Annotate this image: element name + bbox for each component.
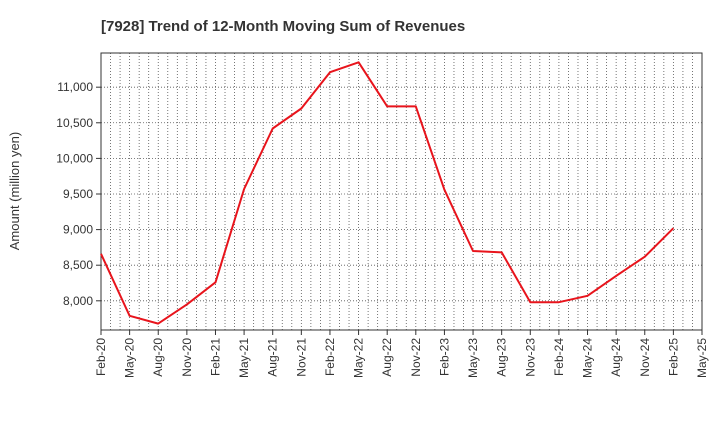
y-tick-label: 8,500	[63, 258, 93, 272]
x-tick-label: May-22	[352, 338, 366, 378]
x-axis: Feb-20 May-20 Aug-20 Nov-20 Feb-21 May-21 Aug-…	[94, 330, 709, 378]
y-tick-label: 10,500	[56, 116, 93, 130]
x-tick-label: Aug-22	[380, 338, 394, 377]
x-tick-label: Nov-24	[638, 338, 652, 377]
x-tick-label: Nov-21	[294, 338, 308, 377]
x-tick-label: May-23	[466, 338, 480, 378]
y-tick-label: 11,000	[57, 80, 93, 94]
x-tick-label: Feb-24	[552, 338, 566, 376]
x-tick-label: Feb-23	[437, 338, 451, 376]
x-tick-label: Aug-20	[151, 338, 165, 377]
y-axis: 8,000 8,500 9,000 9,500 10,000 10,500 11,000	[56, 80, 101, 308]
y-tick-label: 10,000	[56, 151, 93, 165]
x-tick-label: Aug-23	[495, 338, 509, 377]
x-tick-label: Feb-20	[94, 338, 108, 376]
x-tick-label: Feb-25	[666, 338, 680, 376]
chart-title: [7928] Trend of 12-Month Moving Sum of R…	[101, 18, 465, 35]
x-tick-label: May-21	[237, 338, 251, 378]
y-tick-label: 8,000	[63, 294, 93, 308]
x-tick-label: Nov-23	[523, 338, 537, 377]
x-tick-label: Nov-22	[409, 338, 423, 377]
x-tick-label: May-24	[581, 338, 595, 378]
y-axis-label: Amount (million yen)	[7, 132, 22, 251]
x-tick-label: May-25	[695, 338, 709, 378]
series-line	[100, 61, 675, 325]
x-tick-label: Nov-20	[180, 338, 194, 377]
x-tick-label: May-20	[123, 338, 137, 378]
x-tick-label: Feb-21	[208, 338, 222, 376]
grid	[101, 53, 702, 330]
x-tick-label: Aug-24	[609, 338, 623, 377]
y-tick-label: 9,000	[63, 223, 93, 237]
y-tick-label: 9,500	[63, 187, 93, 201]
x-tick-label: Feb-22	[323, 338, 337, 376]
x-tick-label: Aug-21	[266, 338, 280, 377]
plot-frame	[100, 52, 703, 331]
